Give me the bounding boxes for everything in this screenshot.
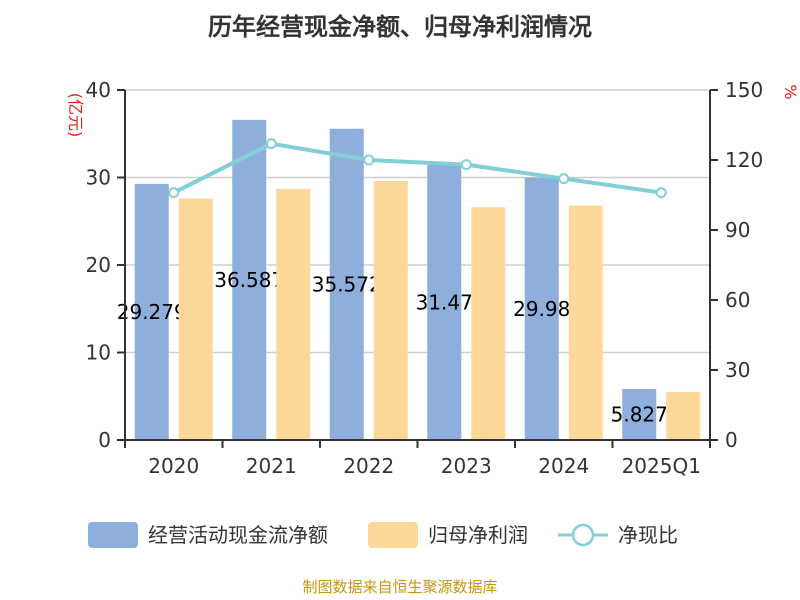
left-tick-label: 20 [86,253,111,277]
legend-label: 经营活动现金流净额 [148,523,328,547]
bar-series: 29.279 36.587 35.572 31.47 29.98 5.827 [117,119,701,441]
line-series [168,138,667,199]
right-axis-unit: % [781,84,800,99]
line-point [655,187,667,199]
x-tick-label: 2025Q1 [622,454,701,478]
right-tick-label: 120 [725,148,763,172]
left-axis-unit: (亿元) [66,93,85,138]
left-tick-label: 10 [86,341,111,365]
bar [134,183,169,440]
line-point [558,173,570,185]
source-note: 制图数据来自恒生聚源数据库 [302,578,497,596]
bar [232,119,267,441]
legend-swatch [368,522,418,548]
bar [373,181,408,440]
line-path [172,141,662,195]
bar-value-label: 29.98 [513,297,570,321]
left-tick-label: 0 [98,428,111,452]
legend-swatch [88,522,138,548]
right-tick-label: 0 [725,428,738,452]
bar-value-label: 35.572 [312,272,382,296]
chart-title: 历年经营现金净额、归母净利润情况 [208,13,592,41]
left-tick-label: 30 [86,166,111,190]
bar [471,207,506,440]
axes: 0 10 20 30 40 0 30 60 90 120 150 2020 2021 2022 2023 20… [86,78,764,478]
bar [178,198,213,440]
x-tick-label: 2024 [538,454,589,478]
legend: 经营活动现金流净额 归母净利润 净现比 [88,522,678,548]
bar [427,164,462,440]
bar-value-label: 31.47 [416,290,473,314]
legend-label: 净现比 [618,523,678,547]
bar [276,188,311,440]
legend-marker [571,523,595,547]
bar [568,205,603,440]
right-tick-label: 90 [725,218,750,242]
bar-value-label: 29.279 [117,300,187,324]
bar [666,391,701,440]
line-point [265,138,277,150]
x-tick-label: 2023 [441,454,492,478]
x-tick-label: 2021 [246,454,297,478]
bar-value-label: 36.587 [214,268,284,292]
line-point [363,154,375,166]
bar [524,177,559,441]
x-tick-label: 2020 [148,454,199,478]
right-tick-label: 30 [725,358,750,382]
bar [622,389,657,440]
right-tick-label: 150 [725,78,763,102]
bar [329,128,364,440]
line-point [460,159,472,171]
x-tick-label: 2022 [343,454,394,478]
bar-value-label: 5.827 [611,403,668,427]
left-tick-label: 40 [86,78,111,102]
right-tick-label: 60 [725,288,750,312]
line-point [168,187,180,199]
legend-label: 归母净利润 [428,523,528,547]
